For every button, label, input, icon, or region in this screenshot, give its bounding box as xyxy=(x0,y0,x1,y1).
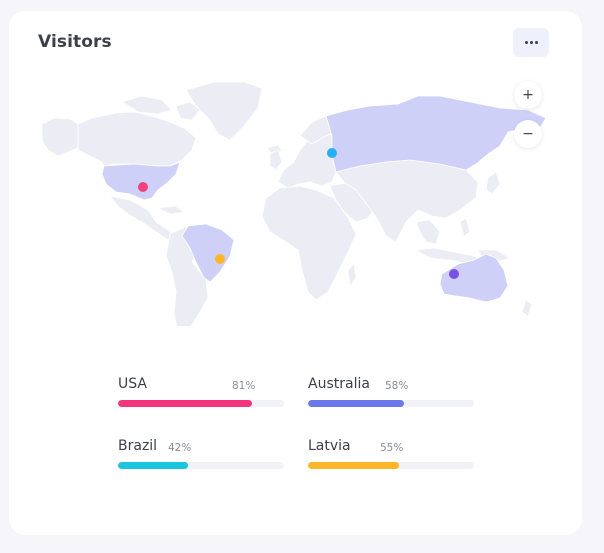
marker-usa xyxy=(138,182,148,192)
stat-percent: 55% xyxy=(380,442,404,454)
more-horizontal-icon xyxy=(524,41,538,44)
region-russia xyxy=(325,95,547,173)
stat-label: Australia xyxy=(308,376,370,392)
stat-percent: 81% xyxy=(232,380,256,392)
progress-track xyxy=(308,462,474,469)
marker-brazil xyxy=(215,254,225,264)
region-philippines xyxy=(459,217,471,237)
region-new-zealand xyxy=(521,299,533,317)
region-canada xyxy=(77,111,197,167)
minus-icon: − xyxy=(522,126,534,142)
region-australia xyxy=(439,253,509,303)
marker-australia xyxy=(449,269,459,279)
stat-australia: Australia 58% xyxy=(308,376,476,416)
region-greenland xyxy=(185,81,263,141)
stat-usa: USA 81% xyxy=(118,376,286,416)
stat-label: USA xyxy=(118,376,147,392)
more-options-button[interactable] xyxy=(513,28,549,57)
region-caribbean xyxy=(157,205,185,215)
region-mexico xyxy=(109,195,175,241)
progress-track xyxy=(118,400,284,407)
plus-icon: + xyxy=(522,87,534,103)
progress-track xyxy=(118,462,284,469)
stat-percent: 58% xyxy=(385,380,409,392)
region-africa xyxy=(261,185,357,301)
region-alaska xyxy=(41,117,79,157)
card-title: Visitors xyxy=(38,32,112,52)
progress-fill xyxy=(118,462,188,469)
region-canada-islands xyxy=(121,95,173,115)
progress-fill xyxy=(308,400,405,407)
zoom-out-button[interactable]: − xyxy=(514,120,542,148)
region-usa xyxy=(101,161,181,201)
marker-latvia xyxy=(327,148,337,158)
region-canada-islands-2 xyxy=(175,101,201,121)
region-brazil xyxy=(181,223,235,283)
zoom-in-button[interactable]: + xyxy=(514,81,542,109)
progress-fill xyxy=(118,400,253,407)
stat-brazil: Brazil 42% xyxy=(118,438,286,478)
region-japan xyxy=(485,171,501,195)
progress-track xyxy=(308,400,474,407)
stat-label: Latvia xyxy=(308,438,351,454)
region-southeast-asia xyxy=(415,219,441,245)
progress-fill xyxy=(308,462,400,469)
stat-label: Brazil xyxy=(118,438,158,454)
stat-latvia: Latvia 55% xyxy=(308,438,476,478)
stat-percent: 42% xyxy=(168,442,192,454)
region-madagascar xyxy=(347,263,357,287)
region-uk xyxy=(269,149,283,171)
world-map[interactable] xyxy=(30,66,550,326)
